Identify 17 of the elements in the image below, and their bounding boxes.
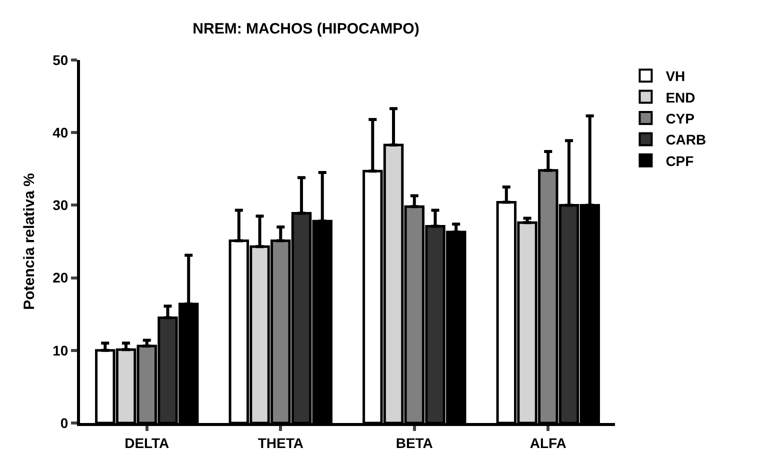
x-tick-label: THETA bbox=[258, 434, 304, 451]
x-tick-label: DELTA bbox=[124, 434, 170, 451]
x-tick-label: BETA bbox=[396, 434, 433, 451]
y-tick-label: 40 bbox=[52, 124, 68, 140]
y-tick-label: 50 bbox=[52, 52, 68, 68]
y-axis-title: Potencia relativa % bbox=[20, 173, 38, 310]
y-tick-label: 0 bbox=[60, 414, 68, 431]
legend-label: CARB bbox=[666, 132, 706, 148]
y-tick-label: 20 bbox=[52, 270, 68, 286]
x-tick-label: ALFA bbox=[530, 434, 566, 451]
legend-label: CPF bbox=[666, 152, 694, 169]
y-tick-label: 30 bbox=[52, 197, 68, 214]
chart-title: NREM: MACHOS (HIPOCAMPO) bbox=[192, 20, 420, 38]
y-tick-label: 10 bbox=[52, 342, 68, 358]
legend-label: VH bbox=[666, 68, 686, 84]
legend-label: CYP bbox=[666, 110, 694, 126]
legend-label: END bbox=[666, 89, 696, 106]
